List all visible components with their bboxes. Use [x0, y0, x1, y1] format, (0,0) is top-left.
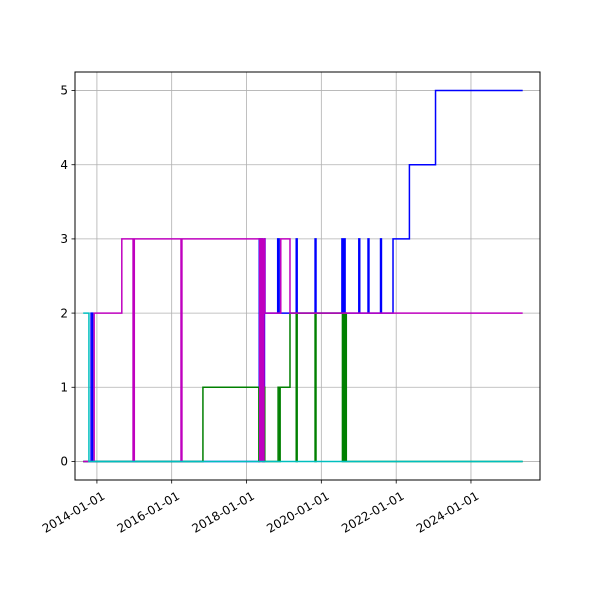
plot-area: [75, 72, 540, 480]
series-layer: [83, 89, 523, 463]
grid: [75, 72, 540, 480]
y-tick-label: 5: [60, 84, 68, 98]
plot-frame: [74, 71, 541, 481]
y-tick-label: 3: [60, 232, 68, 246]
series-line-3: [83, 238, 523, 463]
series-line-4: [83, 312, 523, 463]
y-tick-label: 1: [60, 380, 68, 394]
y-tick-label: 4: [60, 158, 68, 172]
y-tick-label: 0: [60, 455, 68, 469]
y-tick-label: 2: [60, 306, 68, 320]
